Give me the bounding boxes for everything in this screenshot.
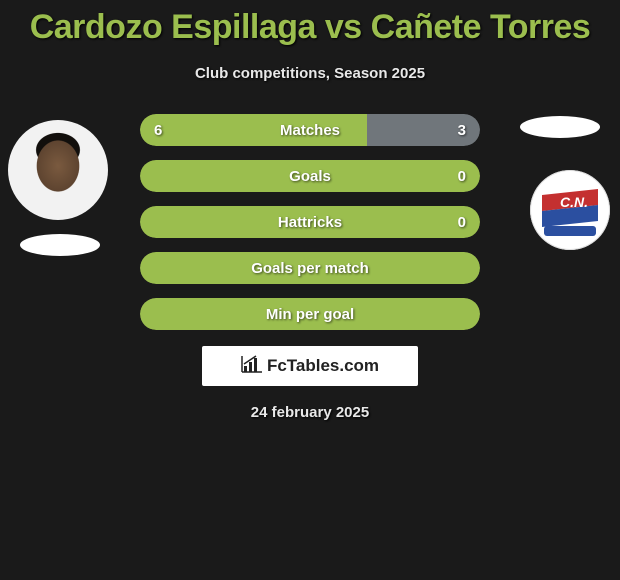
club-initials: C.N.: [560, 194, 588, 210]
stat-label: Min per goal: [140, 298, 480, 330]
stat-value-right: 0: [458, 206, 466, 238]
source-logo: FcTables.com: [202, 346, 418, 386]
player-right-club-badge: C.N.: [530, 170, 610, 250]
stat-bars: Matches63Goals0Hattricks0Goals per match…: [140, 114, 480, 344]
stat-label: Goals: [140, 160, 480, 192]
player-left-avatar: [8, 120, 108, 220]
stat-bar: Matches6 3: [140, 114, 480, 146]
footer-date: 24 february 2025: [0, 404, 620, 421]
stat-bar: Goals0: [140, 160, 480, 192]
stat-label: Matches: [140, 114, 480, 146]
stat-bar: Min per goal: [140, 298, 480, 330]
stat-bar: Goals per match: [140, 252, 480, 284]
barchart-icon: [241, 355, 263, 378]
player-left-flag: [20, 234, 100, 256]
player-right-flag: [520, 116, 600, 138]
comparison-panel: C.N. Matches63Goals0Hattricks0Goals per …: [0, 110, 620, 340]
stat-bar: Hattricks0: [140, 206, 480, 238]
stat-value-right: 0: [458, 160, 466, 192]
subtitle: Club competitions, Season 2025: [0, 65, 620, 82]
stat-label: Hattricks: [140, 206, 480, 238]
stat-label: Goals per match: [140, 252, 480, 284]
stat-value-right: 3: [458, 114, 466, 146]
page-title: Cardozo Espillaga vs Cañete Torres: [0, 0, 620, 47]
stat-value-left: 6: [154, 114, 162, 146]
source-logo-text: FcTables.com: [267, 356, 379, 376]
